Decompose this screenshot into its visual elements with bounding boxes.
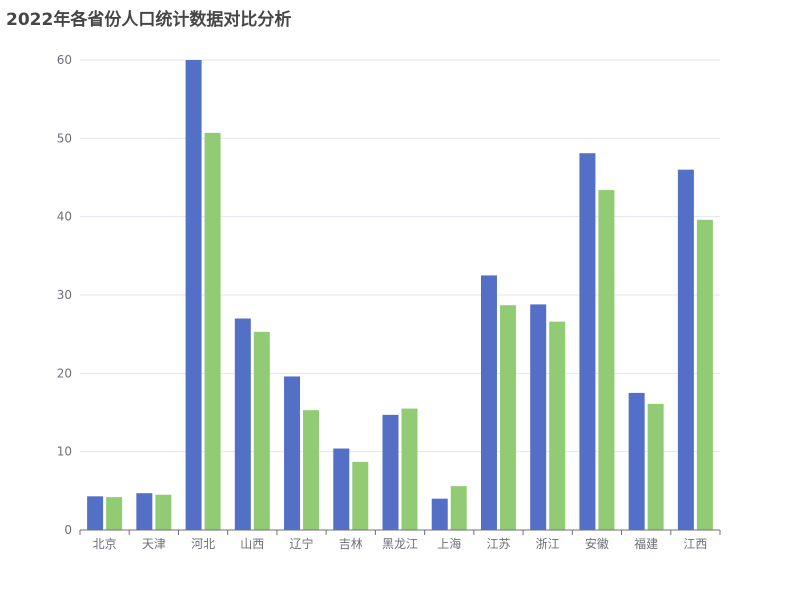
x-tick-label: 安徽: [585, 536, 609, 551]
bar-series2-11: [647, 403, 664, 530]
bars: [87, 60, 713, 531]
bar-series1-1: [136, 493, 153, 530]
bar-series2-8: [499, 305, 516, 530]
bar-series1-0: [87, 496, 104, 530]
y-tick-label: 30: [57, 288, 72, 302]
bar-series1-2: [185, 60, 202, 530]
chart-title: 2022年各省份人口统计数据对比分析: [6, 10, 292, 30]
bar-series1-9: [530, 304, 547, 530]
y-tick-label: 60: [57, 53, 72, 67]
bar-series2-5: [352, 461, 369, 530]
x-tick-label: 天津: [142, 537, 166, 551]
tick-labels: 0 10 20 30 40 50 60 北京 天津 河北 山西 辽宁 吉林 黑龙江 上海 江苏 浙江 安徽 福建 江西: [57, 53, 708, 551]
x-tick-label: 吉林: [339, 537, 363, 551]
bar-series1-6: [382, 414, 399, 530]
x-tick-label: 浙江: [536, 537, 560, 551]
y-tick-label: 10: [57, 445, 72, 459]
y-tick-label: 50: [57, 131, 72, 145]
bar-series2-4: [303, 410, 320, 530]
y-tick-label: 40: [57, 210, 72, 224]
bar-series2-0: [106, 497, 123, 530]
x-tick-label: 北京: [93, 537, 117, 551]
x-tick-label: 山西: [240, 537, 264, 551]
bar-series1-3: [234, 318, 251, 530]
axes: [79, 529, 721, 535]
bar-series2-12: [696, 219, 713, 531]
x-tick-label: 江西: [683, 537, 707, 551]
x-tick-label: 黑龙江: [382, 537, 418, 551]
x-tick-label: 河北: [191, 537, 215, 551]
bar-series2-1: [155, 494, 172, 530]
y-tick-label: 20: [57, 366, 72, 380]
bar-series1-5: [333, 448, 350, 530]
bar-series2-6: [401, 408, 418, 530]
grid-lines: [80, 59, 720, 453]
bar-series1-4: [284, 376, 301, 530]
bar-series2-3: [253, 331, 270, 530]
bar-series2-2: [204, 132, 221, 530]
y-tick-label: 0: [64, 523, 72, 537]
bar-series1-12: [677, 169, 694, 530]
x-tick-label: 辽宁: [290, 536, 314, 551]
bar-series1-7: [431, 498, 448, 530]
x-tick-label: 江苏: [486, 537, 510, 551]
bar-series1-11: [628, 392, 645, 530]
bar-series2-7: [450, 486, 467, 530]
bar-series2-9: [549, 321, 566, 530]
bar-series1-8: [480, 275, 497, 530]
bar-series1-10: [579, 153, 596, 530]
x-tick-label: 福建: [634, 536, 658, 551]
x-tick-label: 上海: [437, 536, 461, 551]
bar-series2-10: [598, 190, 615, 531]
